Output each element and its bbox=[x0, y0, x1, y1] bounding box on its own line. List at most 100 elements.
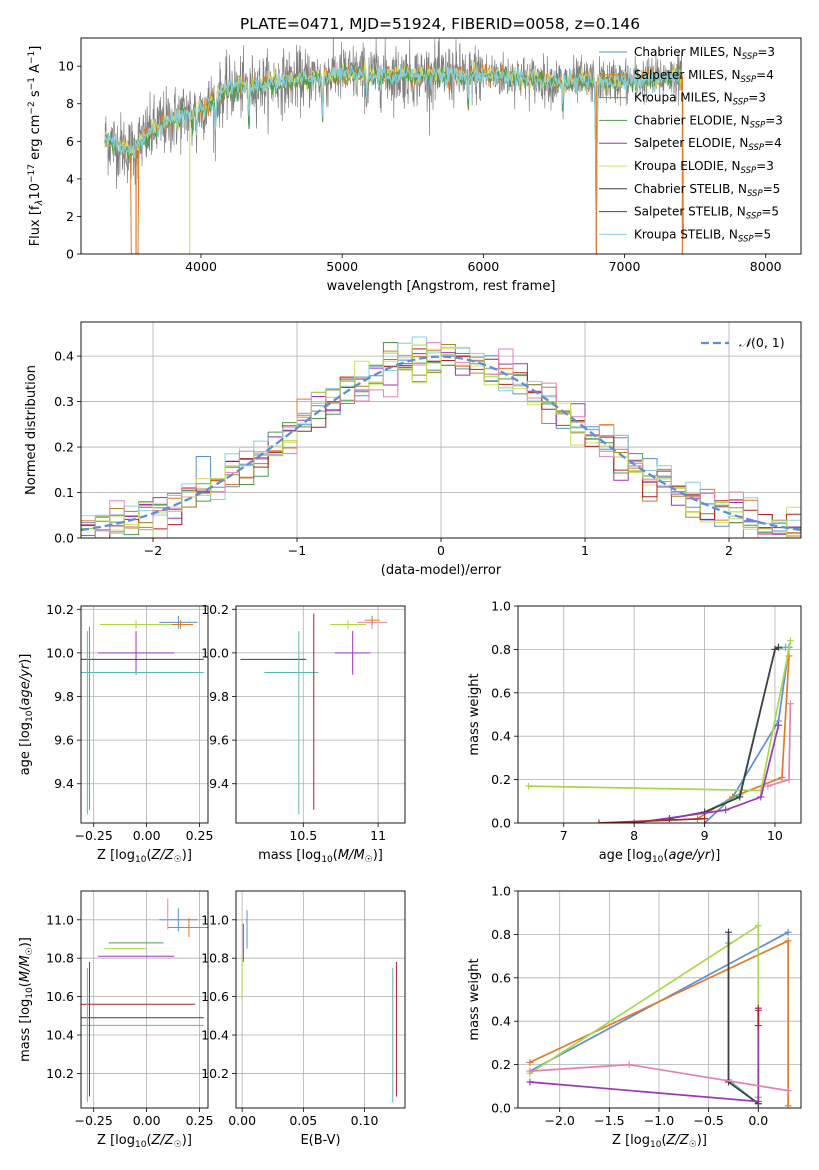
weight-marker bbox=[725, 928, 733, 936]
weight-marker bbox=[722, 806, 730, 814]
y-tick-label: 10.8 bbox=[201, 951, 229, 966]
x-tick-label: −2.0 bbox=[545, 1113, 575, 1128]
x-tick-label: −0.5 bbox=[693, 1113, 723, 1128]
y-tick-label: 10.4 bbox=[46, 1028, 74, 1043]
weight-marker bbox=[754, 922, 762, 930]
weight-series-line bbox=[529, 1010, 760, 1103]
y-tick-label: 10.0 bbox=[46, 645, 74, 660]
weight-series-line bbox=[704, 647, 790, 823]
axes-frame bbox=[517, 605, 802, 824]
x-tick-label: 10.5 bbox=[289, 828, 317, 843]
x-tick-label: 7 bbox=[560, 828, 568, 843]
x-axis-label: age [log10(age/yr)] bbox=[599, 848, 721, 865]
x-tick-label: 0 bbox=[437, 543, 445, 558]
plot-area bbox=[525, 637, 794, 823]
y-tick-label: 0.2 bbox=[491, 772, 511, 787]
legend-entry: Chabrier ELODIE, NSSP=3 bbox=[634, 113, 783, 130]
axes-frame bbox=[80, 321, 802, 539]
x-tick-label: −0.25 bbox=[75, 1113, 113, 1128]
y-tick-label: 9.8 bbox=[54, 689, 74, 704]
y-tick-label: 0.4 bbox=[54, 349, 74, 364]
y-tick-label: 9.4 bbox=[209, 776, 229, 791]
y-tick-label: 10.0 bbox=[201, 645, 229, 660]
x-tick-label: 8 bbox=[630, 828, 638, 843]
y-tick-label: 10.6 bbox=[201, 989, 229, 1004]
y-tick-label: 1.0 bbox=[491, 884, 511, 899]
plot-area bbox=[104, 38, 684, 254]
weight-marker bbox=[774, 721, 782, 729]
weight-marker bbox=[786, 700, 794, 708]
histogram-series bbox=[81, 342, 801, 538]
axes-frame bbox=[517, 890, 802, 1109]
weight-marker bbox=[784, 1102, 792, 1108]
weight-marker bbox=[784, 1087, 792, 1095]
weight-marker bbox=[785, 776, 793, 784]
y-tick-label: 4 bbox=[66, 171, 74, 186]
x-axis-label: Z [log10(Z/Z☉)] bbox=[97, 848, 192, 865]
x-axis-label: E(B-V) bbox=[300, 1133, 340, 1148]
y-tick-label: 11.0 bbox=[201, 912, 229, 927]
axes-frame bbox=[80, 605, 209, 824]
x-tick-label: 5000 bbox=[326, 259, 358, 274]
x-tick-label: 0.25 bbox=[186, 828, 214, 843]
plot-area bbox=[240, 613, 388, 815]
weight-marker bbox=[754, 1097, 762, 1105]
x-tick-label: −2 bbox=[144, 543, 162, 558]
plot-area bbox=[81, 615, 204, 815]
y-tick-label: 10.2 bbox=[201, 1066, 229, 1081]
y-tick-label: 10.2 bbox=[46, 602, 74, 617]
y-tick-label: 0.6 bbox=[491, 685, 511, 700]
plot-area bbox=[81, 336, 801, 538]
axes-frame bbox=[80, 890, 209, 1109]
weight-marker bbox=[785, 645, 793, 653]
weight-marker bbox=[625, 1061, 633, 1069]
x-tick-label: 0.25 bbox=[186, 1113, 214, 1128]
x-tick-label: 8000 bbox=[750, 259, 782, 274]
legend-entry: Chabrier MILES, NSSP=3 bbox=[634, 45, 775, 62]
y-tick-label: 0.0 bbox=[491, 1101, 511, 1116]
x-tick-label: 0.0 bbox=[748, 1113, 768, 1128]
weight-marker bbox=[630, 819, 638, 823]
normal-curve bbox=[81, 355, 801, 532]
y-axis-label: Normed distribution bbox=[24, 365, 39, 495]
x-tick-label: 2 bbox=[725, 543, 733, 558]
y-axis-label: Flux [fλ10−17 erg cm−2 s−1 A−1] bbox=[27, 46, 45, 247]
weight-marker bbox=[782, 643, 790, 651]
x-tick-label: 4000 bbox=[185, 259, 217, 274]
x-tick-label: 1 bbox=[581, 543, 589, 558]
weight-marker bbox=[774, 643, 782, 651]
legend-entry: Chabrier STELIB, NSSP=5 bbox=[634, 182, 780, 199]
histogram-series bbox=[81, 344, 801, 538]
weight-marker bbox=[736, 793, 744, 801]
weight-marker bbox=[525, 782, 533, 790]
weight-vs-age-panel: 7 8 9 10 0.0 0.2 0.4 0.6 0.8 1.0 mass weight age [l… bbox=[467, 599, 802, 865]
y-tick-label: 0.2 bbox=[54, 440, 74, 455]
age-vs-mass-panel: 10.5 11 9.4 9.6 9.8 10.0 10.2 mass [log10(M/M☉)… bbox=[201, 602, 406, 865]
y-tick-label: 10.4 bbox=[201, 1028, 229, 1043]
spectrum-panel: 4000 5000 6000 7000 8000 0 2 4 6 8 10 Flux [fλ10−17… bbox=[27, 37, 802, 294]
y-tick-label: 10.6 bbox=[46, 989, 74, 1004]
x-axis-label: mass [log10(M/M☉)] bbox=[258, 848, 383, 865]
weight-marker bbox=[526, 1058, 534, 1066]
y-tick-label: 10.8 bbox=[46, 951, 74, 966]
legend-entry: Kroupa ELODIE, NSSP=3 bbox=[634, 159, 774, 176]
y-axis-label: mass [log10(M/M☉)] bbox=[18, 937, 35, 1062]
age-vs-metallicity-panel: −0.25 0.00 0.25 9.4 9.6 9.8 10.0 10.2 Z [log10(Z… bbox=[18, 602, 213, 865]
legend-entry: Salpeter STELIB, NSSP=5 bbox=[634, 205, 779, 222]
figure-title: PLATE=0471, MJD=51924, FIBERID=0058, z=0… bbox=[240, 15, 640, 33]
x-axis-label: Z [log10(Z/Z☉)] bbox=[612, 1133, 707, 1150]
x-axis-label: (data-model)/error bbox=[381, 563, 502, 578]
y-tick-label: 9.6 bbox=[209, 733, 229, 748]
y-tick-label: 0 bbox=[66, 247, 74, 262]
weight-marker bbox=[754, 1022, 762, 1030]
y-tick-label: 0.0 bbox=[54, 531, 74, 546]
x-tick-label: 0.05 bbox=[289, 1113, 317, 1128]
axes-frame bbox=[80, 37, 802, 255]
y-tick-label: 11.0 bbox=[46, 912, 74, 927]
y-axis-label: mass weight bbox=[467, 673, 482, 755]
x-tick-label: −0.25 bbox=[75, 828, 113, 843]
y-tick-label: 1.0 bbox=[491, 599, 511, 614]
y-axis-label: mass weight bbox=[467, 958, 482, 1040]
weight-marker bbox=[784, 937, 792, 945]
